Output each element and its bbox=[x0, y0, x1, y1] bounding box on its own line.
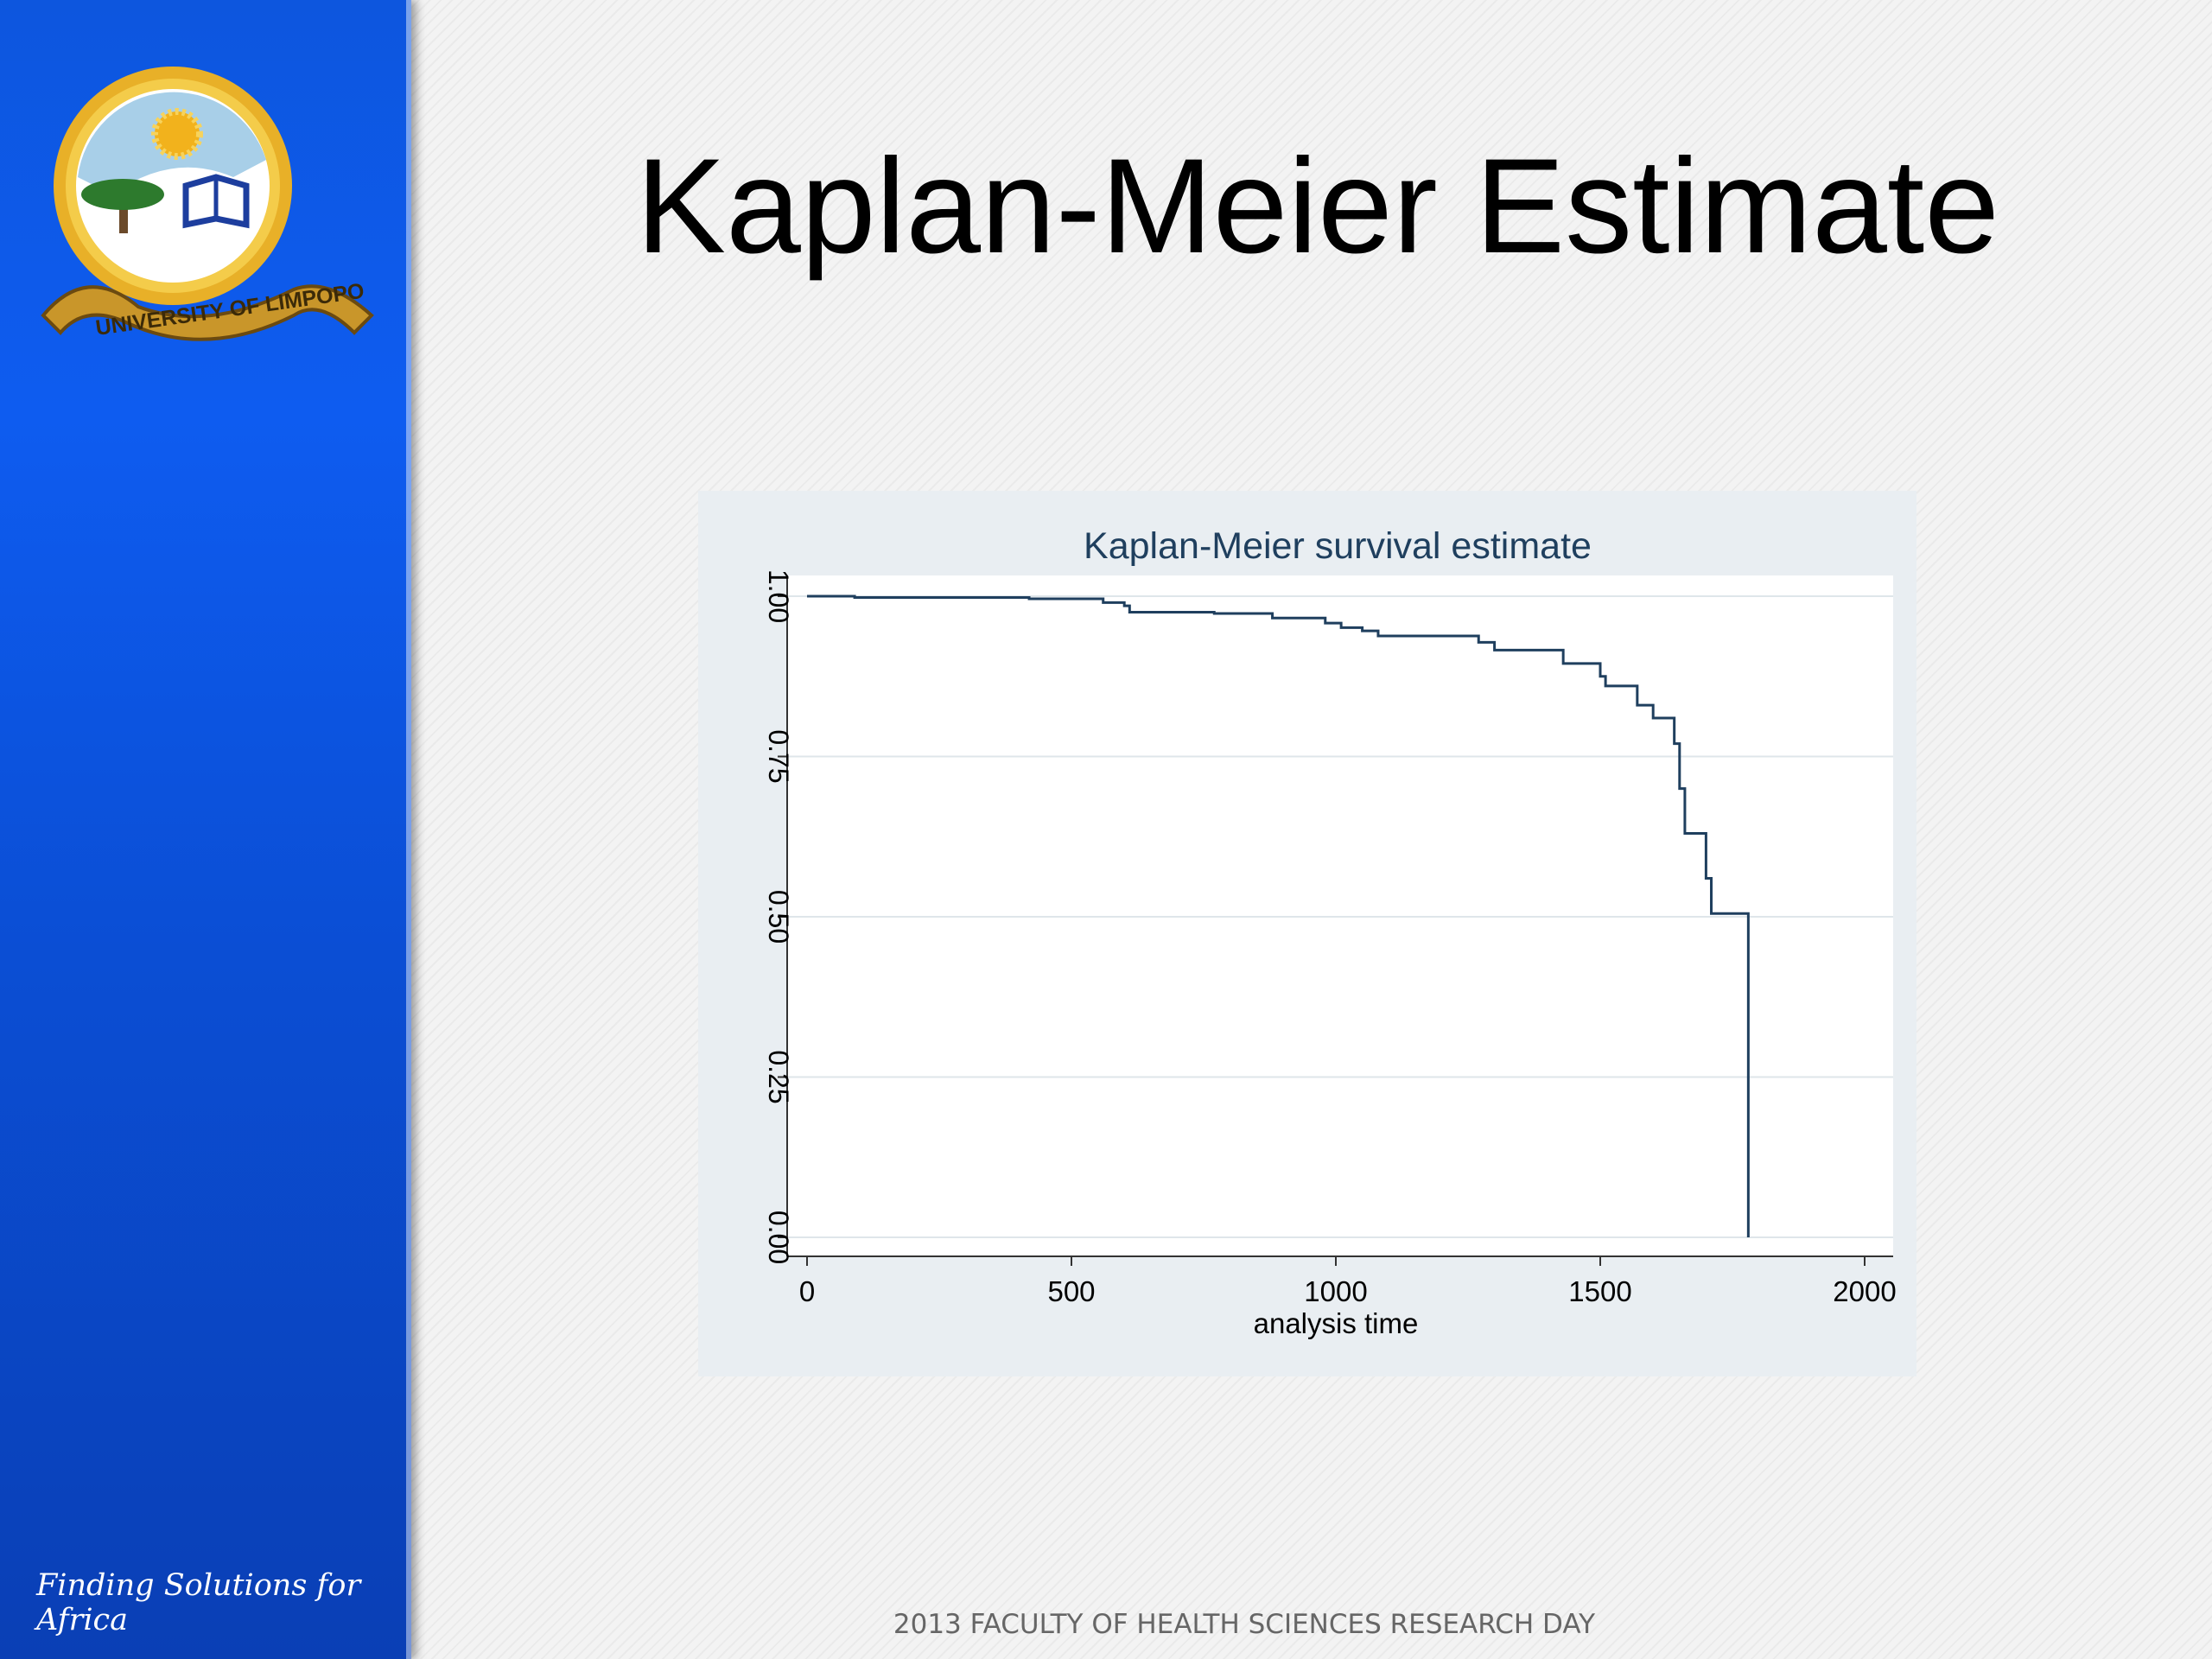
sidebar-edge bbox=[406, 0, 411, 1659]
x-tick-label: 0 bbox=[799, 1275, 815, 1307]
y-tick-label: 0.50 bbox=[763, 890, 794, 944]
x-tick-label: 1000 bbox=[1304, 1275, 1367, 1307]
x-tick-label: 2000 bbox=[1833, 1275, 1896, 1307]
chart-title: Kaplan-Meier survival estimate bbox=[1084, 525, 1592, 567]
x-axis-label: analysis time bbox=[1254, 1307, 1419, 1339]
y-tick-label: 0.25 bbox=[763, 1050, 794, 1103]
x-tick-label: 500 bbox=[1047, 1275, 1095, 1307]
x-tick-label: 1500 bbox=[1568, 1275, 1631, 1307]
ribbon-banner bbox=[41, 284, 374, 341]
tree-icon bbox=[81, 179, 164, 233]
sun-icon bbox=[151, 108, 203, 160]
book-icon bbox=[182, 174, 250, 229]
y-tick-label: 0.75 bbox=[763, 729, 794, 783]
university-logo: UNIVERSITY OF LIMPOPO bbox=[35, 56, 380, 363]
footer: 2013 FACULTY OF HEALTH SCIENCES RESEARCH… bbox=[893, 1609, 1596, 1640]
slide-title: Kaplan-Meier Estimate bbox=[636, 131, 1999, 282]
chart: 0.00 0.25 0.50 0.75 1.00 0 500 1000 1500 2000 Kap… bbox=[698, 491, 1916, 1381]
chart-svg: 0.00 0.25 0.50 0.75 1.00 0 500 1000 1500 2000 Kap… bbox=[698, 491, 1916, 1376]
y-tick-label: 0.00 bbox=[763, 1211, 794, 1264]
survival-curve bbox=[807, 594, 1750, 1237]
sidebar: UNIVERSITY OF LIMPOPO Finding Solutions … bbox=[0, 0, 411, 1659]
y-tick-label: 1.00 bbox=[763, 569, 794, 623]
tagline: Finding Solutions for Africa bbox=[36, 1568, 361, 1637]
